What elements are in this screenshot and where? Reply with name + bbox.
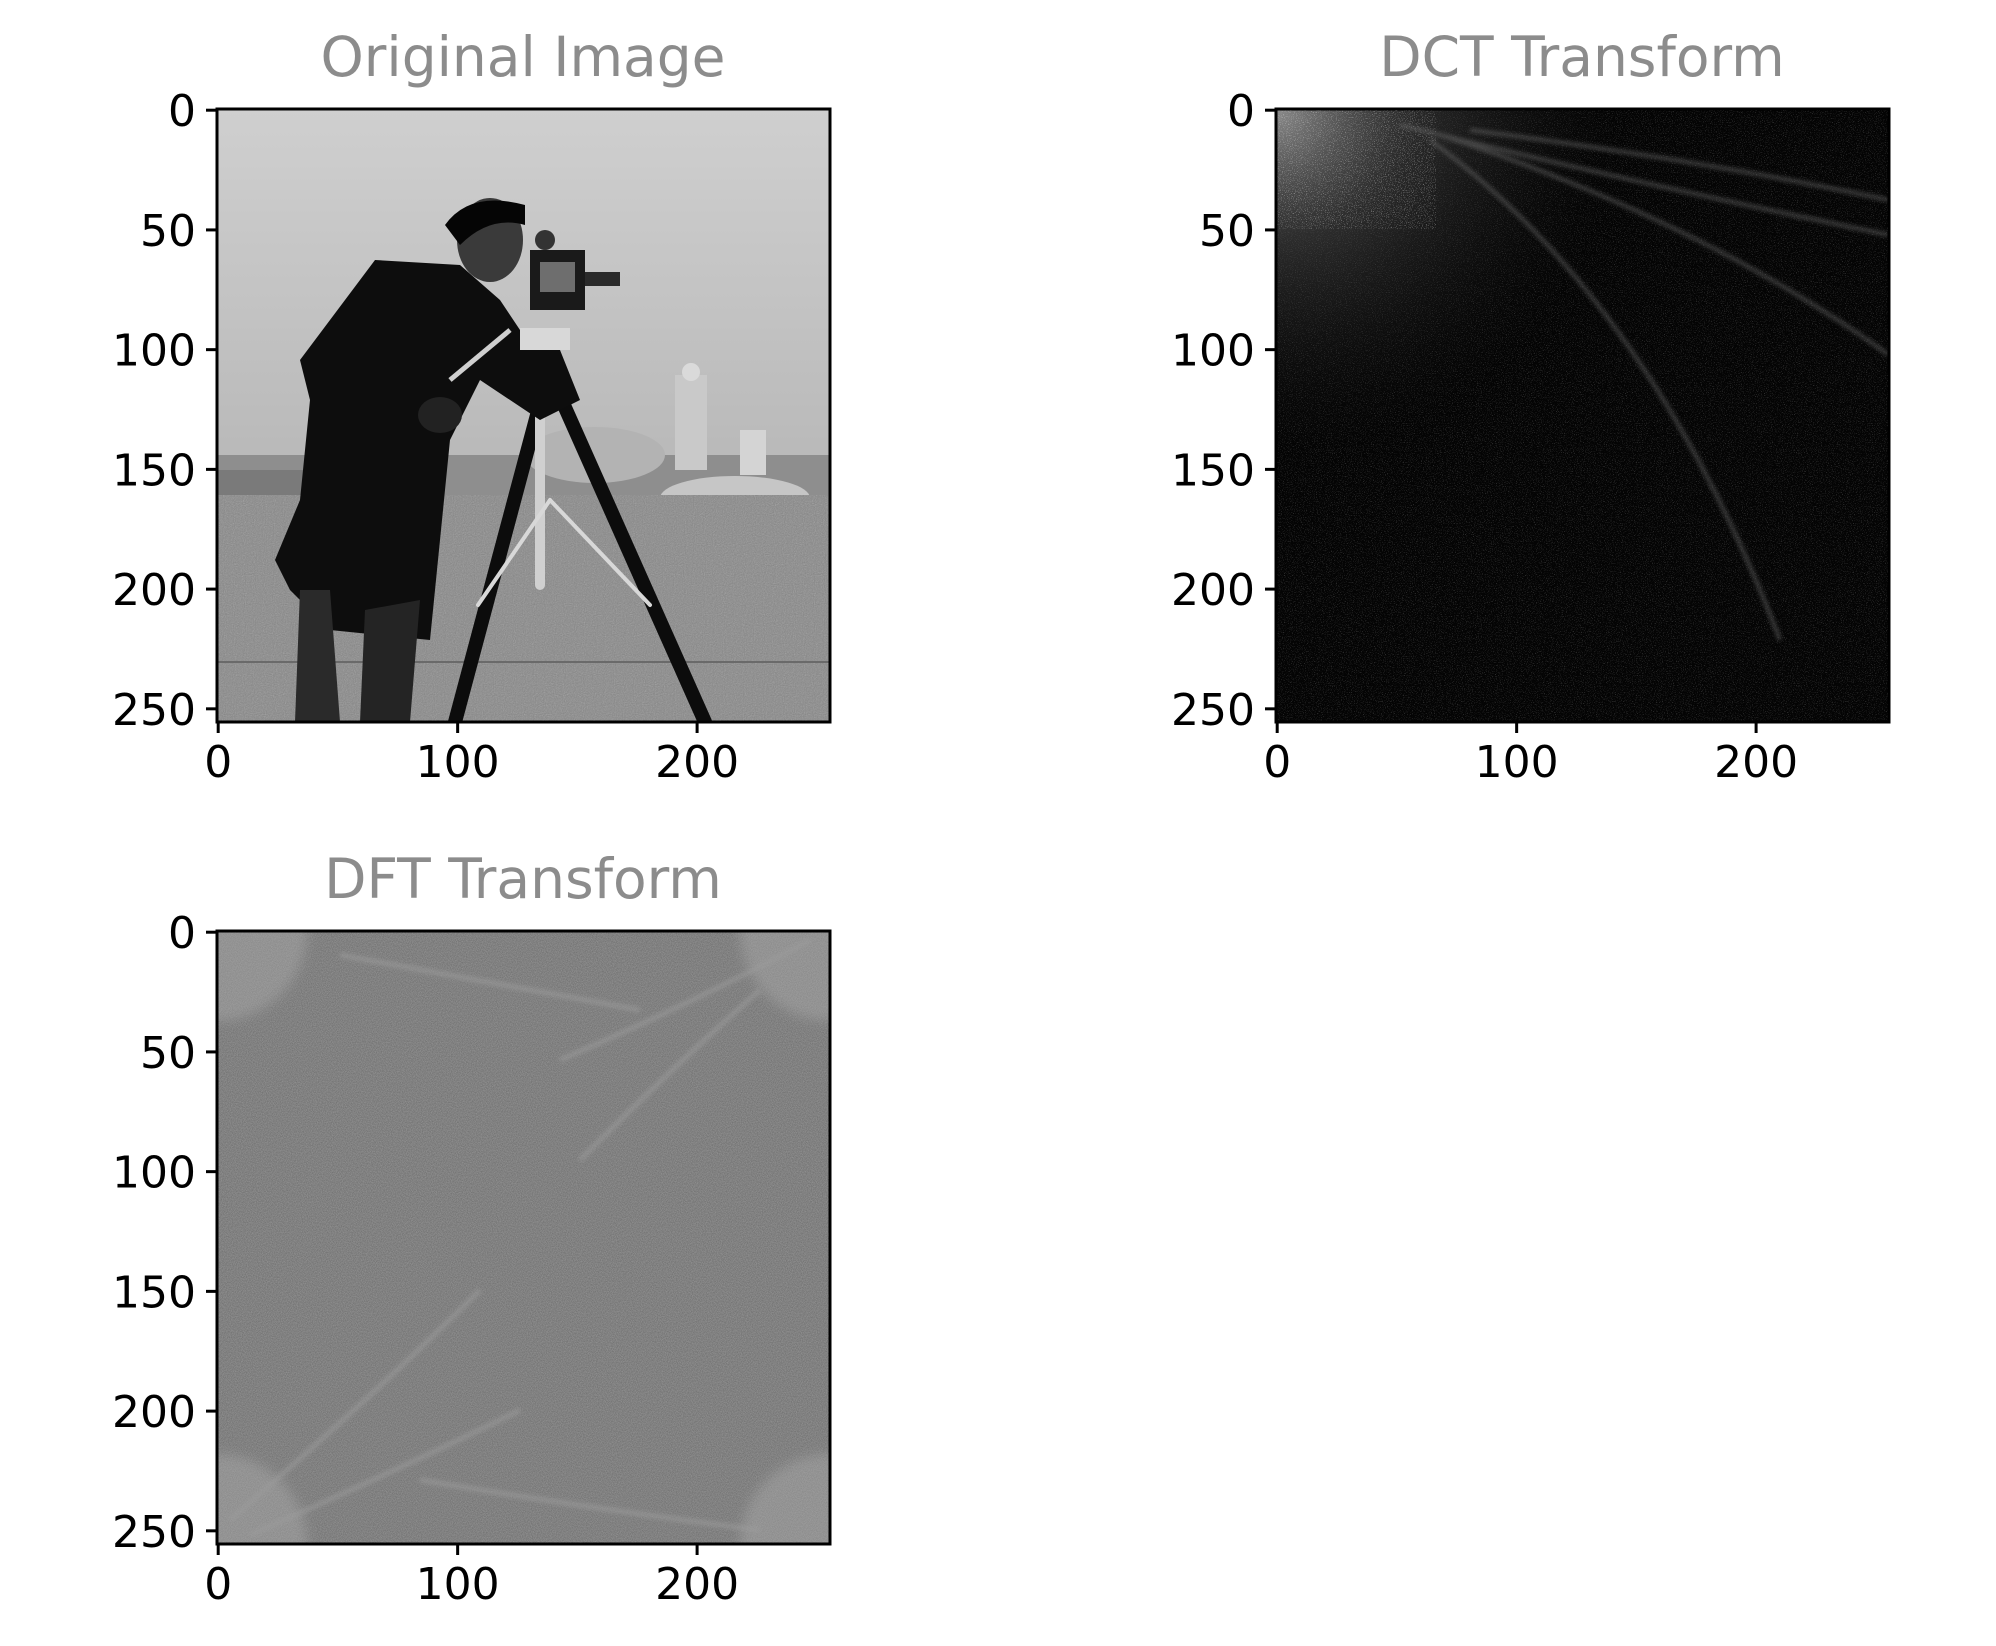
x-tick-label: 200 — [655, 737, 739, 788]
heatmap-image — [217, 109, 830, 722]
y-tick-label: 0 — [1227, 86, 1255, 137]
x-tick-label: 100 — [416, 737, 500, 788]
y-tick-label: 200 — [112, 1387, 196, 1438]
heatmap-image — [1276, 109, 1889, 722]
y-tick-label: 250 — [112, 685, 196, 736]
x-tick-label: 100 — [1475, 737, 1559, 788]
panel-original-image: Original Image — [112, 25, 832, 788]
x-tick-label: 200 — [655, 1559, 739, 1610]
y-tick-label: 0 — [168, 908, 196, 959]
y-tick-label: 250 — [1171, 685, 1255, 736]
axes-frame — [215, 107, 832, 724]
axes-frame — [1274, 107, 1891, 724]
x-ticks: 0 100 200 — [204, 1544, 739, 1610]
y-tick-label: 150 — [112, 1267, 196, 1318]
y-tick-label: 150 — [112, 445, 196, 496]
y-tick-label: 50 — [140, 1028, 196, 1079]
y-ticks: 0 50 100 150 200 250 — [112, 908, 217, 1558]
y-tick-label: 100 — [1171, 326, 1255, 377]
y-tick-label: 200 — [1171, 565, 1255, 616]
y-ticks: 0 50 100 150 200 250 — [1171, 86, 1276, 736]
heatmap-image — [217, 931, 830, 1544]
y-tick-label: 100 — [112, 1148, 196, 1199]
y-ticks: 0 50 100 150 200 250 — [112, 86, 217, 736]
x-ticks: 0 100 200 — [204, 722, 739, 788]
y-tick-label: 50 — [140, 206, 196, 257]
panel-title: DFT Transform — [324, 847, 722, 911]
panel-title: DCT Transform — [1379, 25, 1784, 89]
x-tick-label: 0 — [1263, 737, 1291, 788]
y-tick-label: 150 — [1171, 445, 1255, 496]
x-tick-label: 0 — [204, 1559, 232, 1610]
x-tick-label: 100 — [416, 1559, 500, 1610]
y-tick-label: 250 — [112, 1507, 196, 1558]
panel-dct-transform: DCT Transform 0 100 200 0 50 100 150 200 250 — [1171, 25, 1891, 788]
x-tick-label: 0 — [204, 737, 232, 788]
y-tick-label: 200 — [112, 565, 196, 616]
axes-frame — [215, 929, 832, 1546]
x-ticks: 0 100 200 — [1263, 722, 1798, 788]
y-tick-label: 0 — [168, 86, 196, 137]
y-tick-label: 100 — [112, 326, 196, 377]
panel-title: Original Image — [321, 25, 726, 89]
y-tick-label: 50 — [1199, 206, 1255, 257]
x-tick-label: 200 — [1714, 737, 1798, 788]
panel-dft-transform: DFT Transform 0 100 200 0 50 100 150 200 250 — [112, 847, 832, 1610]
